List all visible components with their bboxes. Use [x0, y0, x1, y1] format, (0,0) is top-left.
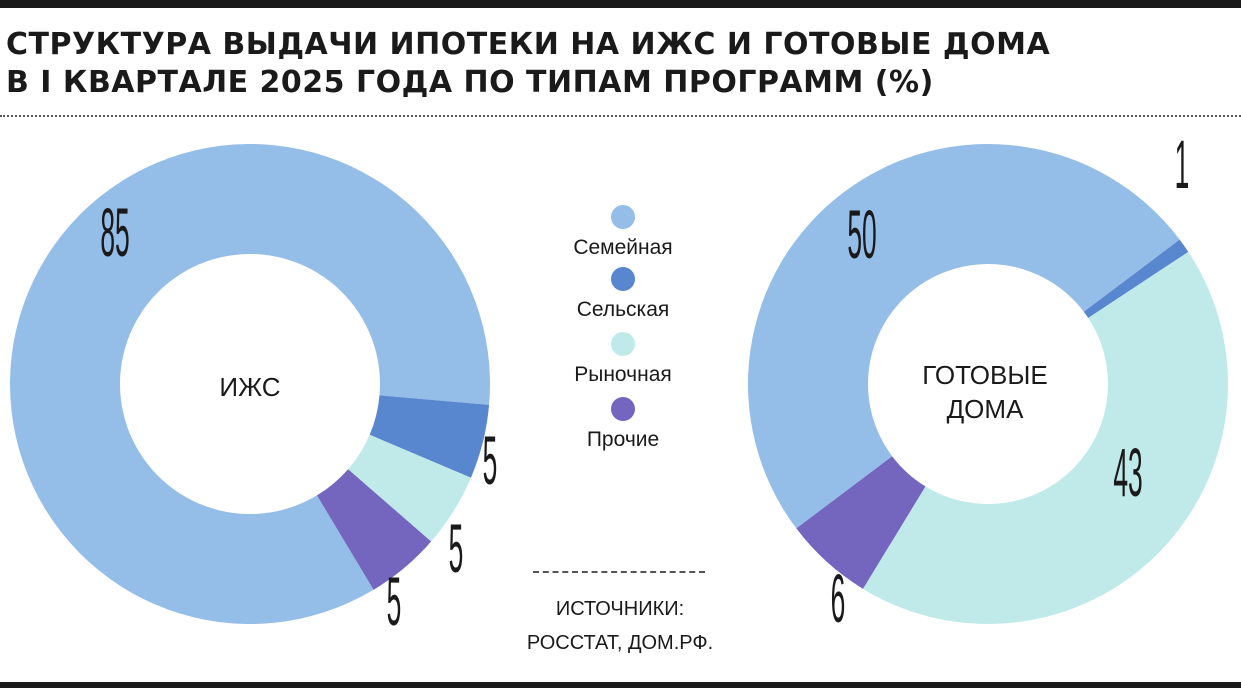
center-label-izhs: ИЖС — [219, 372, 281, 402]
source-note: ИСТОЧНИКИ: РОССТАТ, ДОМ.РФ. — [500, 592, 740, 660]
title-line-1: СТРУКТУРА ВЫДАЧИ ИПОТЕКИ НА ИЖС И ГОТОВЫ… — [6, 27, 1051, 62]
center-label-ready-houses: ГОТОВЫЕ ДОМА — [922, 360, 1048, 424]
legend-label-family: Семейная — [573, 236, 673, 259]
legend-swatch-other — [611, 397, 635, 421]
legend-swatch-market — [611, 332, 635, 356]
legend-swatch-rural — [611, 267, 635, 291]
source-line-1: ИСТОЧНИКИ: — [555, 598, 685, 620]
slice-ready-houses-3 — [796, 456, 926, 589]
value-label-ready-houses-2: 43 — [1113, 434, 1142, 510]
slice-izhs-1 — [369, 395, 490, 478]
title-divider — [0, 115, 1241, 117]
slice-ready-houses-1 — [1083, 239, 1189, 318]
legend-label-rural: Сельская — [576, 298, 670, 321]
value-label-izhs-1: 5 — [483, 422, 498, 498]
legend-label-market: Рыночная — [574, 363, 672, 386]
value-label-ready-houses-1: 1 — [1175, 126, 1190, 202]
legend-item-rural: Сельская — [540, 267, 706, 323]
slice-ready-houses-0 — [747, 144, 1180, 529]
top-rule — [0, 0, 1241, 8]
value-label-izhs-3: 5 — [387, 563, 402, 639]
legend-item-other: Прочие — [540, 397, 706, 453]
slice-ready-houses-2 — [862, 251, 1229, 624]
legend-swatch-family — [611, 205, 635, 229]
slice-izhs-0 — [10, 144, 491, 625]
legend-item-market: Рыночная — [540, 332, 706, 388]
source-divider — [533, 571, 705, 573]
title-line-2: В I КВАРТАЛЕ 2025 ГОДА ПО ТИПАМ ПРОГРАММ… — [6, 65, 934, 100]
chart-title: СТРУКТУРА ВЫДАЧИ ИПОТЕКИ НА ИЖС И ГОТОВЫ… — [6, 26, 1226, 102]
slice-izhs-2 — [348, 434, 471, 542]
value-label-ready-houses-0: 50 — [847, 196, 876, 272]
source-line-2: РОССТАТ, ДОМ.РФ. — [526, 632, 714, 654]
slice-izhs-3 — [316, 469, 432, 590]
legend-label-other: Прочие — [586, 428, 660, 451]
value-label-izhs-2: 5 — [449, 510, 464, 586]
value-label-ready-houses-3: 6 — [831, 560, 846, 636]
value-label-izhs-0: 85 — [100, 194, 129, 270]
legend-item-family: Семейная — [540, 205, 706, 261]
bottom-rule — [0, 682, 1241, 688]
